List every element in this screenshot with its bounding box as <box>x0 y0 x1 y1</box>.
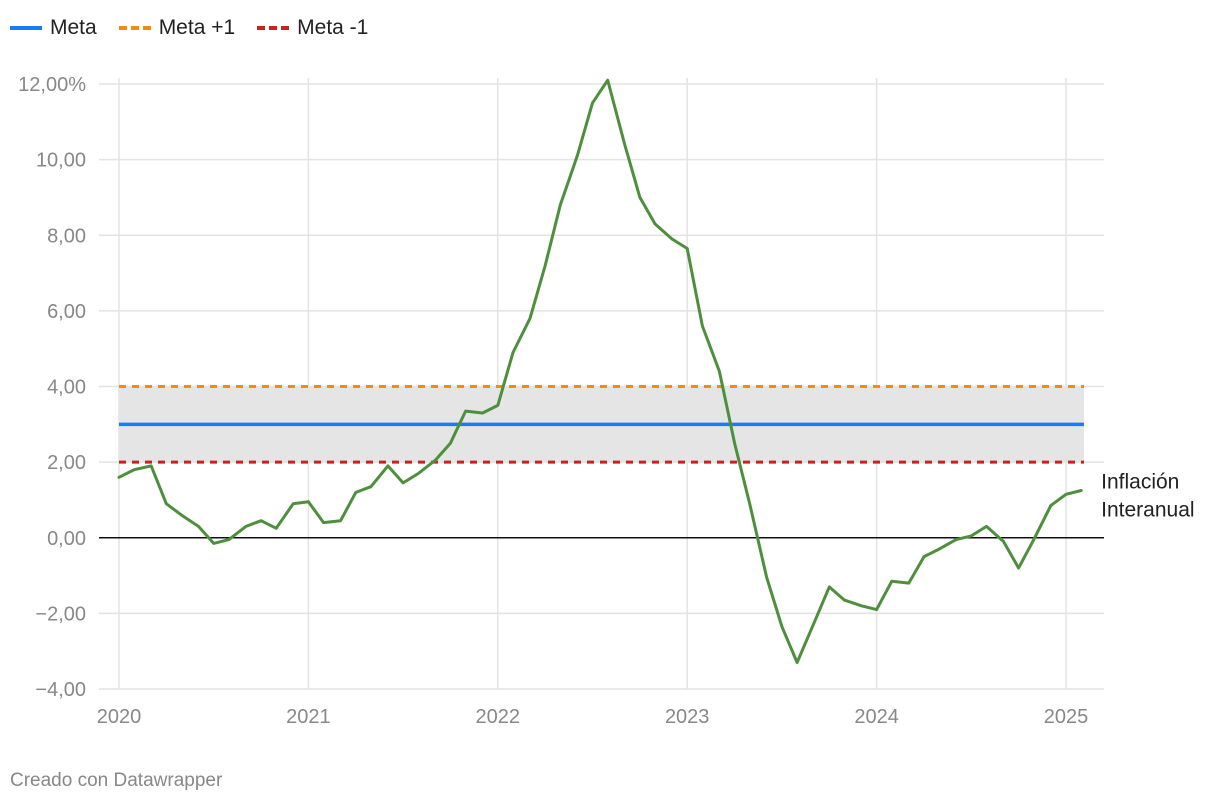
legend-label-meta-plus-1: Meta +1 <box>158 16 236 39</box>
legend-swatch-meta-plus-1 <box>118 26 151 30</box>
x-tick-label-2021: 2021 <box>286 706 331 728</box>
line-chart: 12,00% 10,00 8,00 6,00 4,00 2,00 0,00 −2,00 −4,0… <box>18 74 1194 728</box>
y-tick-label-8: −4,00 <box>35 679 86 701</box>
y-tick-label-3: 6,00 <box>47 301 86 323</box>
x-tick-label-2025: 2025 <box>1044 706 1089 728</box>
legend: Meta Meta +1 Meta -1 <box>10 16 368 40</box>
y-tick-label-2: 8,00 <box>47 225 86 247</box>
series-label-line-1: Interanual <box>1101 498 1194 521</box>
series-line-inflacion-interanual <box>117 78 1083 664</box>
y-tick-label-6: 0,00 <box>47 528 86 550</box>
legend-item-meta-plus-1: Meta +1 <box>118 16 236 40</box>
legend-item-meta-minus-1: Meta -1 <box>257 16 368 40</box>
x-tick-label-2020: 2020 <box>97 706 142 728</box>
legend-swatch-meta-minus-1 <box>257 26 290 30</box>
x-tick-label-2024: 2024 <box>854 706 899 728</box>
series-label-line-0: Inflación <box>1101 470 1179 493</box>
legend-swatch-meta <box>10 26 42 30</box>
footer-credit: Creado con Datawrapper <box>10 770 223 791</box>
y-tick-label-1: 10,00 <box>36 150 86 172</box>
legend-label-meta: Meta <box>50 16 97 39</box>
legend-item-meta: Meta <box>10 16 97 40</box>
y-tick-label-7: −2,00 <box>35 603 86 625</box>
y-tick-label-4: 4,00 <box>47 377 86 399</box>
y-tick-label-0: 12,00% <box>18 74 86 96</box>
x-tick-label-2022: 2022 <box>476 706 521 728</box>
y-tick-label-5: 2,00 <box>47 452 86 474</box>
x-tick-label-2023: 2023 <box>665 706 710 728</box>
legend-label-meta-minus-1: Meta -1 <box>297 16 369 39</box>
